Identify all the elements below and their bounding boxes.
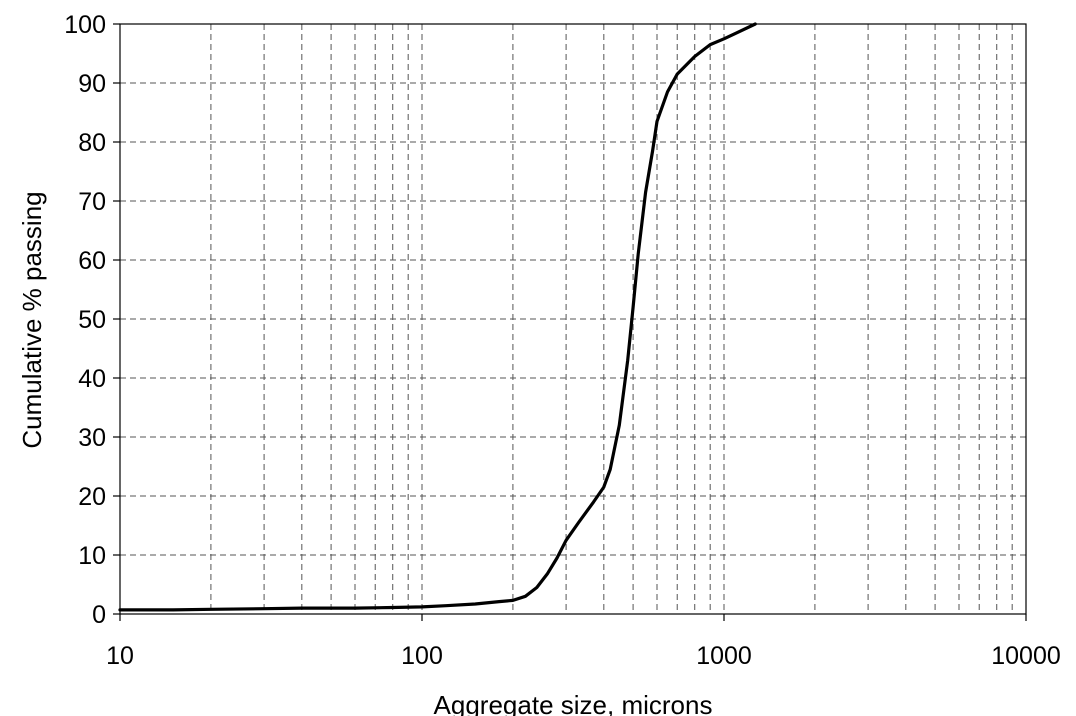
tick-marks: [113, 23, 1027, 621]
x-tick-labels: 10 100 1000 10000: [106, 642, 1061, 670]
grid-lines: [120, 24, 1026, 614]
series-line: [118, 22, 757, 612]
y-tick-label: 90: [78, 70, 106, 98]
y-tick-labels: 0 10 20 30 40 50 60 70 80 90 100: [64, 11, 106, 629]
y-tick-label: 40: [78, 365, 106, 393]
y-tick-label: 80: [78, 129, 106, 157]
y-tick-label: 10: [78, 542, 106, 570]
y-tick-label: 50: [78, 306, 106, 334]
y-axis-title: Cumulative % passing: [17, 191, 47, 448]
y-tick-label: 60: [78, 247, 106, 275]
y-tick-label: 100: [64, 11, 106, 39]
x-axis-title: Aggregate size, microns: [434, 690, 713, 716]
x-tick-label: 1000: [696, 642, 752, 670]
y-tick-label: 30: [78, 424, 106, 452]
x-tick-label: 10: [106, 642, 134, 670]
x-tick-label: 10000: [991, 642, 1061, 670]
y-tick-label: 20: [78, 483, 106, 511]
y-tick-label: 70: [78, 188, 106, 216]
x-tick-label: 100: [401, 642, 443, 670]
y-tick-label: 0: [92, 601, 106, 629]
